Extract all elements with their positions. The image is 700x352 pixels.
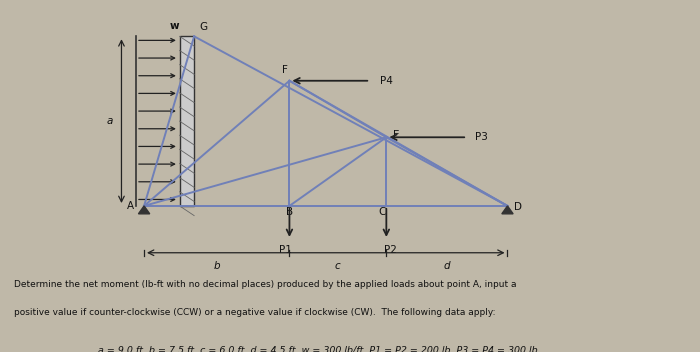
Text: G: G xyxy=(199,22,207,32)
Text: a: a xyxy=(107,116,113,126)
Text: w: w xyxy=(169,21,178,31)
Text: d: d xyxy=(444,261,450,271)
Text: positive value if counter-clockwise (CCW) or a negative value if clockwise (CW).: positive value if counter-clockwise (CCW… xyxy=(14,308,496,317)
Polygon shape xyxy=(502,206,513,214)
Text: a = 9.0 ft  b = 7.5 ft  c = 6.0 ft  d = 4.5 ft  w = 300 lb/ft  P1 = P2 = 200 lb : a = 9.0 ft b = 7.5 ft c = 6.0 ft d = 4.5… xyxy=(98,345,538,352)
Text: P1: P1 xyxy=(279,245,292,256)
Text: E: E xyxy=(393,130,399,140)
Text: P4: P4 xyxy=(380,76,393,86)
Text: B: B xyxy=(286,207,293,217)
Polygon shape xyxy=(139,206,150,214)
Text: D: D xyxy=(514,202,522,212)
Text: b: b xyxy=(214,261,220,271)
Text: F: F xyxy=(283,65,288,75)
Text: Determine the net moment (lb-ft with no decimal places) produced by the applied : Determine the net moment (lb-ft with no … xyxy=(14,280,517,289)
Bar xyxy=(180,36,194,206)
Text: A: A xyxy=(127,201,134,211)
Text: c: c xyxy=(335,261,341,271)
Text: C: C xyxy=(379,207,386,217)
Text: P3: P3 xyxy=(475,132,488,142)
Text: P2: P2 xyxy=(384,245,397,256)
